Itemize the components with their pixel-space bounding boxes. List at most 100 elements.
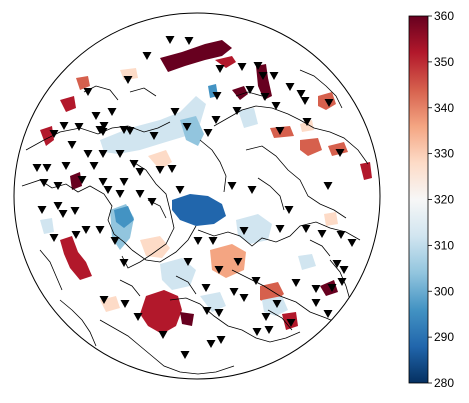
station-marker (214, 309, 224, 317)
colorbar-ticks: 280 290 300 310 320 330 340 350 360 (428, 9, 454, 390)
colorbar: 280 290 300 310 320 330 340 350 360 (408, 9, 454, 390)
station-marker (302, 118, 312, 126)
station-marker (74, 123, 84, 131)
station-marker (135, 190, 145, 198)
station-marker (311, 285, 321, 293)
station-marker (285, 83, 295, 91)
station-marker (232, 107, 242, 115)
station-marker (264, 326, 274, 334)
station-marker (271, 102, 281, 110)
field-patch-red (232, 86, 248, 100)
station-marker (193, 237, 203, 245)
station-marker (327, 284, 337, 292)
station-marker (296, 90, 306, 98)
station-marker (215, 65, 225, 73)
field-patches (40, 40, 372, 334)
station-marker (119, 178, 129, 186)
field-patch-red (300, 138, 322, 156)
station-marker (95, 226, 105, 234)
colorbar-tick-label: 350 (434, 55, 454, 69)
station-marker (98, 150, 108, 158)
station-marker (275, 225, 285, 233)
station-marker (149, 132, 159, 140)
field-patch-red (215, 56, 236, 68)
station-marker (203, 129, 213, 137)
station-marker (120, 300, 130, 308)
station-marker (332, 260, 342, 268)
station-marker (158, 331, 168, 339)
station-marker (183, 258, 193, 266)
station-marker (258, 72, 268, 80)
station-marker (110, 237, 120, 245)
station-marker (251, 277, 261, 285)
station-marker (142, 52, 152, 60)
station-marker (71, 231, 81, 239)
station-marker (123, 76, 133, 84)
station-marker (91, 112, 101, 120)
station-marker (103, 186, 113, 194)
station-marker (201, 284, 211, 292)
station-marker (180, 351, 190, 359)
station-marker (323, 310, 333, 318)
station-marker (239, 227, 249, 235)
station-marker (253, 62, 263, 70)
station-marker (317, 230, 327, 238)
field-patch-lightblue (236, 214, 272, 244)
field-patch-pink (324, 212, 338, 226)
station-marker (58, 210, 68, 218)
station-marker (49, 130, 59, 138)
station-marker (170, 108, 180, 116)
station-marker (39, 179, 49, 187)
colorbar-tick-label: 330 (434, 147, 454, 161)
station-marker (275, 127, 285, 135)
field-patch-pink (148, 150, 172, 170)
coastlines (21, 69, 369, 375)
colorbar-tick-label: 360 (434, 9, 454, 23)
station-marker (202, 307, 212, 315)
station-marker (237, 63, 247, 71)
station-marker (83, 88, 93, 96)
field-patch-lightblue (100, 96, 206, 154)
field-patch-red (60, 236, 92, 280)
station-marker (252, 328, 262, 336)
station-marker (233, 258, 243, 266)
station-marker (337, 278, 347, 286)
station-marker (155, 166, 165, 174)
station-marker (324, 99, 334, 107)
station-marker (98, 178, 108, 186)
globe-outline (13, 12, 381, 380)
station-marker (284, 206, 294, 214)
station-marker (247, 186, 257, 194)
colorbar-bar (408, 15, 429, 384)
station-marker (239, 294, 249, 302)
field-patch-red (270, 126, 294, 138)
station-marker (107, 108, 117, 116)
field-patch-red (76, 76, 90, 90)
field-patch-blue (114, 206, 134, 228)
station-marker (37, 206, 47, 214)
field-patch-lightblue (40, 218, 54, 234)
station-marker (311, 299, 321, 307)
station-marker (206, 340, 216, 348)
station-marker (147, 198, 157, 206)
station-marker (227, 182, 237, 190)
station-marker (119, 259, 129, 267)
colorbar-tick-label: 340 (434, 101, 454, 115)
station-marker (214, 266, 224, 274)
station-marker (286, 319, 296, 327)
colorbar-tick-label: 280 (434, 376, 454, 390)
field-patch-blue (172, 194, 226, 226)
station-marker (165, 36, 175, 44)
station-marker (272, 300, 282, 308)
station-marker (300, 97, 310, 105)
station-marker (115, 150, 125, 158)
station-marker (59, 122, 69, 130)
field-patch-pink (140, 236, 170, 258)
station-marker (167, 165, 177, 173)
field-patch-lightblue (160, 258, 196, 290)
station-marker (61, 162, 71, 170)
station-marker (81, 226, 91, 234)
colorbar-tick-label: 320 (434, 193, 454, 207)
station-marker (70, 207, 80, 215)
station-marker (182, 123, 192, 131)
